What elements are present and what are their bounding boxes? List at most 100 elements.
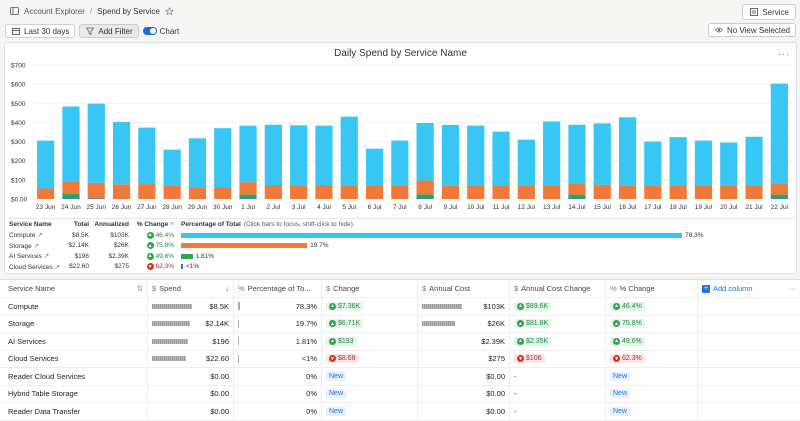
table-row[interactable]: Reader Data Transfer $0.00 0% New $0.00- New xyxy=(0,403,800,421)
bar-cloud-services[interactable] xyxy=(87,198,105,199)
bar-ai-services[interactable] xyxy=(770,194,788,199)
bar-storage[interactable] xyxy=(264,185,282,199)
legend-percent-bar[interactable] xyxy=(181,264,183,270)
bar-compute[interactable] xyxy=(264,124,282,186)
bar-storage[interactable] xyxy=(62,181,80,194)
bar-compute[interactable] xyxy=(745,136,763,186)
bar-compute[interactable] xyxy=(770,83,788,184)
bar-cloud-services[interactable] xyxy=(416,198,434,199)
bar-ai-services[interactable] xyxy=(568,194,586,199)
date-range-button[interactable]: Last 30 days xyxy=(5,24,76,38)
bar-storage[interactable] xyxy=(365,185,384,199)
legend-row[interactable]: Cloud Services ↗ $22.60 $275 ▼ 62.3% <1% xyxy=(9,262,795,273)
bar-compute[interactable] xyxy=(543,121,561,186)
bar-storage[interactable] xyxy=(492,185,510,199)
bar-ai-services[interactable] xyxy=(62,193,80,199)
bar-compute[interactable] xyxy=(365,148,384,186)
bar-storage[interactable] xyxy=(214,187,232,199)
bar-storage[interactable] xyxy=(391,185,409,199)
bar-storage[interactable] xyxy=(568,183,586,195)
sort-icon[interactable]: ≡ xyxy=(170,221,174,228)
bar-storage[interactable] xyxy=(112,184,131,199)
bar-compute[interactable] xyxy=(239,125,257,183)
service-name-cell[interactable]: Compute xyxy=(0,298,148,315)
bar-storage[interactable] xyxy=(188,187,207,199)
bar-compute[interactable] xyxy=(517,139,535,186)
bar-compute[interactable] xyxy=(87,103,105,183)
bar-storage[interactable] xyxy=(644,185,662,199)
chart-menu-icon[interactable]: ··· xyxy=(778,49,790,59)
external-link-icon[interactable]: ↗ xyxy=(37,232,43,240)
header-service-name[interactable]: Service Name ⇅ xyxy=(0,280,148,297)
header-percentage[interactable]: % Percentage of To... xyxy=(234,280,322,297)
bar-cloud-services[interactable] xyxy=(568,198,586,199)
bar-storage[interactable] xyxy=(239,182,257,195)
bar-storage[interactable] xyxy=(290,185,308,199)
bar-storage[interactable] xyxy=(694,185,713,199)
service-button[interactable]: Service xyxy=(742,4,796,20)
table-row[interactable]: Hybrid Table Storage $0.00 0% New $0.00- New xyxy=(0,385,800,403)
header-change[interactable]: $ Change xyxy=(322,280,418,297)
bar-storage[interactable] xyxy=(543,185,561,199)
bar-compute[interactable] xyxy=(694,140,713,186)
bar-compute[interactable] xyxy=(669,137,687,186)
bar-compute[interactable] xyxy=(138,127,156,185)
service-name-cell[interactable]: AI Services xyxy=(0,333,148,350)
service-name-cell[interactable]: Reader Cloud Services xyxy=(0,368,148,385)
legend-row[interactable]: AI Services ↗ $196 $2.39K ▲ 49.6% 1.81% xyxy=(9,251,795,262)
breadcrumb-root[interactable]: Account Explorer xyxy=(24,6,85,16)
view-selector[interactable]: No View Selected xyxy=(708,23,796,37)
bar-compute[interactable] xyxy=(441,124,460,186)
bar-compute[interactable] xyxy=(188,138,207,188)
bar-storage[interactable] xyxy=(441,185,460,199)
header-spend[interactable]: $ Spend ↓ xyxy=(148,280,234,297)
bar-cloud-services[interactable] xyxy=(62,198,80,199)
bar-compute[interactable] xyxy=(290,125,308,186)
bar-compute[interactable] xyxy=(593,123,611,185)
bar-compute[interactable] xyxy=(163,149,181,186)
service-name-cell[interactable]: Storage xyxy=(0,315,148,332)
legend-service-name[interactable]: Cloud Services ↗ xyxy=(9,263,61,271)
external-link-icon[interactable]: ↗ xyxy=(54,263,60,271)
table-row[interactable]: AI Services $196 1.81% ▲ $193 $2.39K ▲ $2.35K ▲ 4… xyxy=(0,333,800,351)
external-link-icon[interactable]: ↗ xyxy=(33,242,40,250)
legend-service-name[interactable]: AI Services ↗ xyxy=(9,252,61,260)
table-row[interactable]: Cloud Services $22.60 <1% ▼ $8.68 $275 ▼ $106 ▼ 6… xyxy=(0,350,800,368)
bar-storage[interactable] xyxy=(517,185,535,199)
bar-compute[interactable] xyxy=(416,123,434,181)
bar-compute[interactable] xyxy=(62,106,80,182)
header-annual-cost-change[interactable]: $ Annual Cost Change xyxy=(510,280,606,297)
bar-storage[interactable] xyxy=(669,185,687,199)
table-menu-icon[interactable]: ··· xyxy=(788,284,797,293)
bar-storage[interactable] xyxy=(138,184,156,199)
bar-compute[interactable] xyxy=(37,140,55,189)
add-filter-button[interactable]: Add Filter xyxy=(79,24,139,38)
bar-ai-services[interactable] xyxy=(239,194,257,199)
bar-compute[interactable] xyxy=(467,125,485,186)
bar-storage[interactable] xyxy=(416,180,434,195)
bar-storage[interactable] xyxy=(720,185,738,199)
bar-storage[interactable] xyxy=(770,183,788,195)
legend-percent-bar[interactable] xyxy=(181,232,683,238)
header-annual-cost[interactable]: $ Annual Cost xyxy=(418,280,510,297)
chart-toggle[interactable]: Chart xyxy=(142,27,179,36)
bar-storage[interactable] xyxy=(37,188,55,199)
legend-service-name[interactable]: Storage ↗ xyxy=(9,242,61,250)
bar-storage[interactable] xyxy=(618,185,637,199)
bar-storage[interactable] xyxy=(163,185,181,199)
external-link-icon[interactable]: ↗ xyxy=(43,253,50,261)
bar-storage[interactable] xyxy=(745,185,763,199)
bar-ai-services[interactable] xyxy=(416,194,434,199)
bar-compute[interactable] xyxy=(391,140,409,186)
legend-percent-bar[interactable] xyxy=(181,253,193,259)
bar-compute[interactable] xyxy=(720,142,738,186)
chart-toggle-switch[interactable] xyxy=(142,27,157,35)
bar-storage[interactable] xyxy=(467,185,485,199)
bar-compute[interactable] xyxy=(315,125,333,186)
bar-compute[interactable] xyxy=(618,117,637,186)
bar-compute[interactable] xyxy=(568,124,586,184)
header-percent-change[interactable]: %% Change xyxy=(606,280,698,297)
bar-storage[interactable] xyxy=(340,185,358,199)
bar-compute[interactable] xyxy=(112,122,131,185)
sidebar-toggle-icon[interactable] xyxy=(9,6,19,16)
